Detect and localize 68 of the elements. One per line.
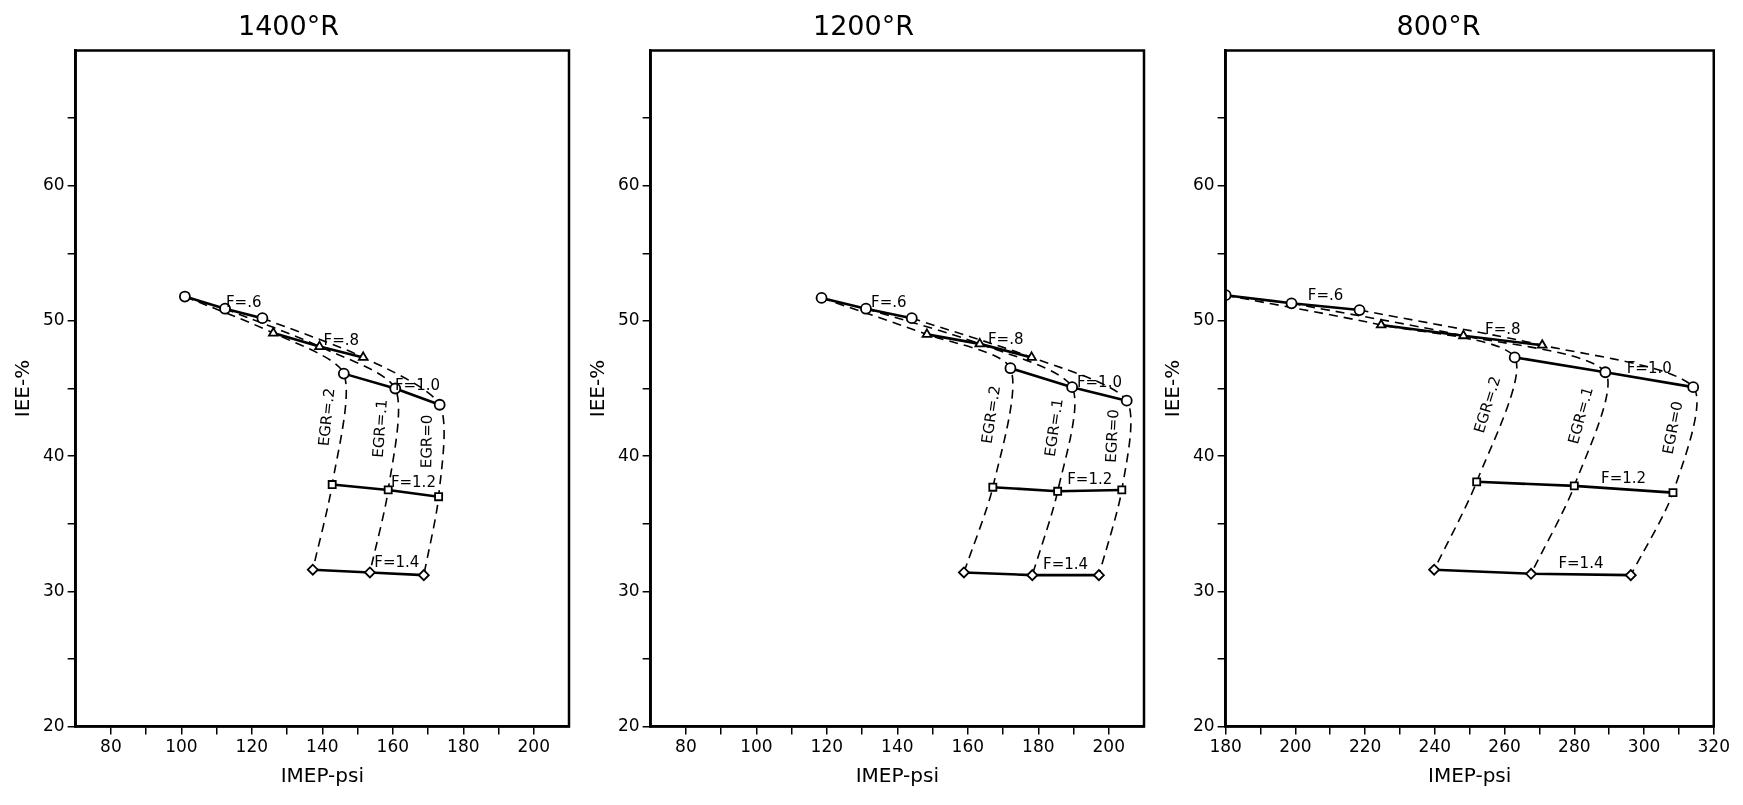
series-label: F=.6 — [1307, 286, 1344, 305]
y-axis-title: IEE-% — [10, 359, 35, 418]
x-tick-label: 140 — [306, 736, 339, 757]
y-tick-label: 50 — [42, 309, 65, 330]
y-tick-label: 50 — [617, 309, 640, 330]
x-tick-label: 240 — [1418, 736, 1452, 757]
x-tick-label: 300 — [1627, 736, 1661, 757]
y-tick-label: 20 — [42, 715, 65, 736]
text: EGR=.2 — [977, 384, 1005, 445]
x-tick-label: 160 — [951, 736, 985, 757]
x-tick-label: 160 — [376, 736, 410, 757]
x-tick-label: 200 — [1092, 736, 1125, 757]
y-tick-label: 40 — [1192, 444, 1215, 465]
x-axis-title: IMEP-psi — [855, 763, 939, 788]
series-label: F=.8 — [987, 330, 1024, 349]
series-label: F=.8 — [323, 331, 360, 350]
series-label: F=1.0 — [1076, 373, 1122, 392]
series-label: F=.6 — [871, 292, 907, 311]
series-label: F=1.2 — [390, 472, 436, 491]
y-tick-label: 30 — [617, 579, 640, 600]
chart-title: 1400°R — [238, 10, 339, 42]
series-label: F=1.4 — [1043, 554, 1089, 573]
x-tick-label: 80 — [675, 736, 697, 757]
text: EGR=.1 — [368, 398, 391, 459]
x-tick-label: 180 — [447, 736, 480, 757]
series-label: F=1.2 — [1067, 470, 1113, 488]
series-label: F=1.0 — [394, 376, 440, 395]
text: EGR=0 — [417, 414, 436, 469]
chart-title: 800°R — [1396, 10, 1481, 42]
series-label: F=1.4 — [1558, 553, 1604, 572]
series-label: F=1.4 — [374, 553, 420, 572]
y-tick-label: 60 — [42, 174, 65, 195]
series-label: F=1.2 — [1601, 468, 1647, 487]
series-label: F=.8 — [1485, 319, 1521, 338]
y-tick-label: 50 — [1192, 309, 1215, 330]
y-tick-label: 30 — [1192, 579, 1215, 600]
chart-title: 1200°R — [813, 10, 914, 42]
text: EGR=0 — [1101, 408, 1123, 464]
y-tick-label: 40 — [42, 444, 65, 465]
y-axis-title: IEE-% — [585, 359, 610, 418]
series-label: F=.6 — [225, 292, 262, 311]
x-tick-label: 180 — [1022, 736, 1055, 757]
x-tick-label: 220 — [1348, 736, 1382, 757]
x-tick-label: 260 — [1488, 736, 1521, 757]
y-axis-title: IEE-% — [1160, 359, 1185, 418]
series-label: F=1.0 — [1626, 359, 1672, 378]
x-tick-label: 200 — [517, 736, 550, 757]
x-tick-label: 200 — [1279, 736, 1312, 757]
x-tick-label: 80 — [100, 736, 122, 757]
y-tick-label: 30 — [42, 579, 65, 600]
x-tick-label: 180 — [1209, 736, 1242, 757]
y-tick-label: 40 — [617, 444, 640, 465]
text: EGR=.2 — [314, 387, 339, 448]
y-tick-label: 60 — [617, 174, 640, 195]
x-tick-label: 140 — [881, 736, 914, 757]
x-axis-title: IMEP-psi — [280, 763, 364, 788]
x-tick-label: 280 — [1558, 736, 1591, 757]
text: EGR=.1 — [1040, 397, 1067, 458]
text: EGR=0 — [1658, 399, 1687, 456]
y-tick-label: 60 — [1192, 174, 1215, 195]
y-tick-label: 20 — [1192, 715, 1215, 736]
x-tick-label: 120 — [810, 736, 844, 757]
x-tick-label: 320 — [1697, 736, 1730, 757]
x-tick-label: 100 — [740, 736, 773, 757]
y-tick-label: 20 — [617, 715, 640, 736]
x-tick-label: 120 — [235, 736, 269, 757]
x-tick-label: 100 — [165, 736, 198, 757]
x-axis-title: IMEP-psi — [1428, 763, 1512, 788]
